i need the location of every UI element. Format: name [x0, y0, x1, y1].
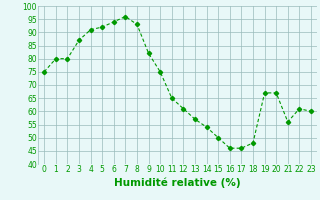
X-axis label: Humidité relative (%): Humidité relative (%): [114, 177, 241, 188]
